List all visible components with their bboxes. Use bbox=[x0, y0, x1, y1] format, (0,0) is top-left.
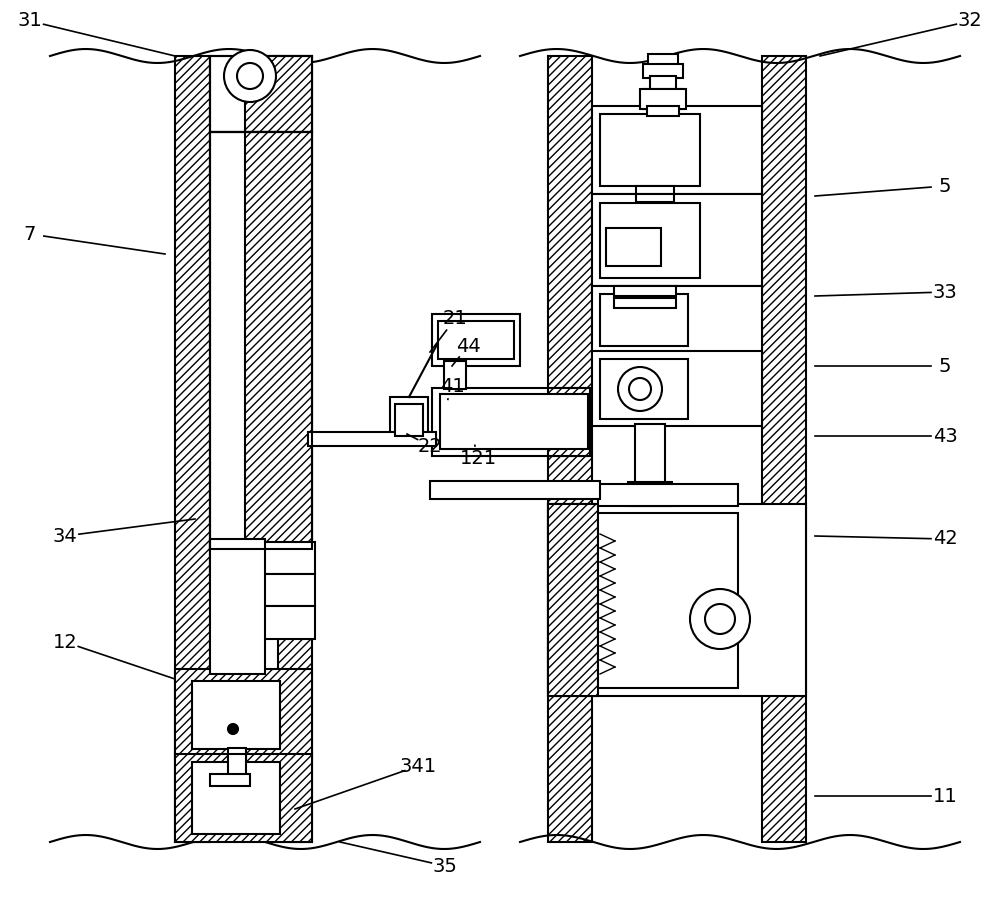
Bar bbox=[592, 351, 762, 426]
Bar bbox=[628, 492, 672, 506]
Bar bbox=[210, 542, 315, 574]
Bar bbox=[440, 394, 588, 449]
Text: 42: 42 bbox=[933, 529, 957, 548]
Circle shape bbox=[629, 378, 651, 400]
Text: 34: 34 bbox=[53, 526, 77, 546]
Bar bbox=[643, 89, 683, 109]
Bar bbox=[395, 404, 423, 436]
Bar bbox=[548, 504, 598, 696]
Bar bbox=[548, 388, 590, 456]
Bar bbox=[430, 481, 600, 499]
Bar bbox=[643, 64, 683, 78]
Bar bbox=[635, 424, 665, 486]
Bar bbox=[606, 228, 661, 266]
Bar bbox=[228, 748, 246, 796]
Bar bbox=[762, 56, 806, 842]
Text: 32: 32 bbox=[958, 12, 982, 30]
Bar bbox=[628, 482, 672, 494]
Text: 44: 44 bbox=[456, 336, 480, 356]
Bar bbox=[263, 606, 315, 639]
Bar bbox=[647, 106, 679, 116]
Bar bbox=[175, 754, 312, 842]
Bar bbox=[432, 314, 520, 366]
Bar bbox=[210, 539, 265, 674]
Bar bbox=[592, 106, 762, 194]
Text: 33: 33 bbox=[933, 282, 957, 302]
Text: 341: 341 bbox=[399, 757, 437, 775]
Bar bbox=[444, 361, 466, 389]
Text: 41: 41 bbox=[440, 377, 464, 396]
Text: 5: 5 bbox=[939, 356, 951, 376]
Circle shape bbox=[690, 589, 750, 649]
Text: 22: 22 bbox=[418, 437, 442, 455]
Bar bbox=[390, 397, 428, 442]
Bar bbox=[614, 286, 676, 296]
Bar bbox=[598, 513, 738, 688]
Text: 11: 11 bbox=[933, 787, 957, 805]
Bar bbox=[210, 56, 278, 132]
Bar bbox=[636, 186, 674, 194]
Bar bbox=[598, 484, 738, 506]
Bar bbox=[648, 54, 678, 66]
Bar bbox=[636, 194, 674, 202]
Circle shape bbox=[228, 724, 238, 734]
Bar bbox=[548, 56, 592, 842]
Bar bbox=[210, 56, 312, 132]
Bar bbox=[278, 56, 312, 842]
Bar bbox=[600, 114, 700, 186]
Bar bbox=[175, 56, 210, 842]
Bar bbox=[548, 504, 806, 696]
Circle shape bbox=[705, 604, 735, 634]
Bar bbox=[175, 669, 312, 759]
Text: 31: 31 bbox=[18, 12, 42, 30]
Bar bbox=[263, 574, 315, 606]
Bar bbox=[245, 56, 312, 132]
Bar bbox=[432, 388, 590, 456]
Bar bbox=[308, 432, 436, 446]
Text: 35: 35 bbox=[433, 856, 457, 876]
Bar bbox=[600, 294, 688, 346]
Bar bbox=[592, 194, 762, 286]
Bar bbox=[192, 762, 280, 834]
Text: 121: 121 bbox=[459, 450, 497, 469]
Bar bbox=[650, 76, 676, 92]
Bar bbox=[245, 132, 312, 549]
Bar bbox=[222, 794, 252, 806]
Bar bbox=[192, 681, 280, 749]
Text: 21: 21 bbox=[443, 310, 467, 328]
Text: 43: 43 bbox=[933, 427, 957, 445]
Bar bbox=[210, 774, 250, 786]
Bar bbox=[228, 754, 246, 784]
Bar bbox=[600, 203, 700, 278]
Bar bbox=[640, 89, 686, 109]
Bar bbox=[210, 132, 312, 549]
Bar bbox=[600, 359, 688, 419]
Circle shape bbox=[224, 50, 276, 102]
Text: 12: 12 bbox=[53, 632, 77, 652]
Text: 5: 5 bbox=[939, 176, 951, 196]
Text: 7: 7 bbox=[24, 225, 36, 243]
Circle shape bbox=[618, 367, 662, 411]
Bar bbox=[592, 286, 762, 352]
Bar bbox=[210, 132, 278, 549]
Bar bbox=[438, 321, 514, 359]
Bar bbox=[614, 298, 676, 308]
Circle shape bbox=[237, 63, 263, 89]
